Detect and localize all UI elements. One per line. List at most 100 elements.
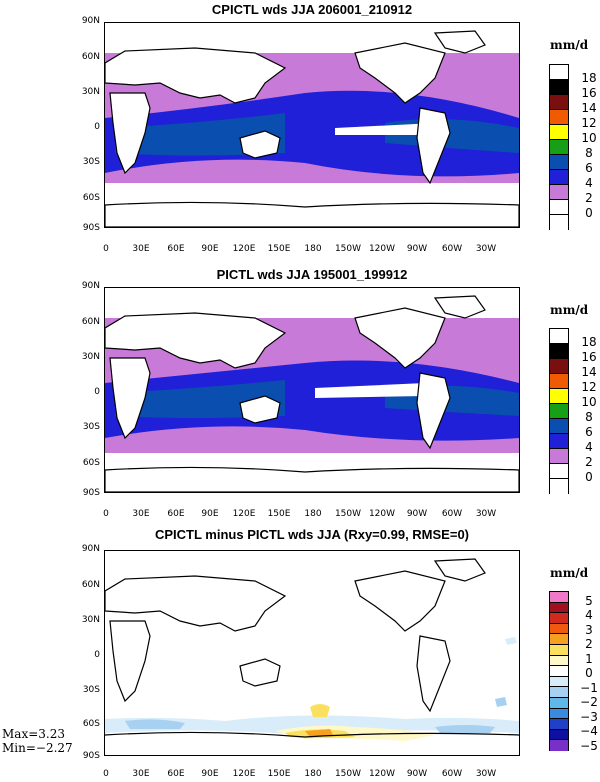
lon-label: 150W: [334, 509, 362, 519]
lat-label: 60N: [81, 52, 100, 62]
lat-label: 30S: [82, 685, 100, 695]
lon-label: 30W: [475, 509, 497, 519]
lat-label: 0: [94, 387, 100, 397]
lat-label: 30N: [81, 352, 100, 362]
lat-label: 90N: [81, 281, 100, 291]
panel3-map-svg: [105, 558, 519, 741]
panel3-units: mm/d: [550, 566, 589, 580]
panel3-level: −4: [580, 724, 598, 738]
lat-label: 90S: [82, 751, 100, 761]
panel1-map: [104, 22, 520, 228]
lon-label: 0: [103, 769, 109, 779]
panel1-map-svg: [105, 23, 519, 227]
lon-label: 0: [103, 509, 109, 519]
panel3-level: −2: [580, 695, 598, 709]
panel1-level: 6: [585, 161, 593, 175]
panel3-level: −3: [580, 710, 598, 724]
lat-label: 90S: [82, 488, 100, 498]
panel2-title: PICTL wds JJA 195001_199912: [216, 267, 408, 282]
panel2-level: 0: [585, 470, 593, 484]
panel3-title: CPICTL minus PICTL wds JJA (Rxy=0.99, RM…: [154, 527, 470, 542]
panel2-level: 4: [585, 440, 593, 454]
panel2-level: 2: [585, 455, 593, 469]
panel2-map-svg: [105, 288, 519, 492]
panel2-level: 18: [581, 335, 597, 349]
panel2-level: 14: [581, 365, 597, 379]
lat-label: 90N: [81, 16, 100, 26]
lon-label: 90W: [406, 769, 428, 779]
panel3-level: 1: [585, 652, 593, 666]
panel1-units: mm/d: [550, 38, 589, 52]
lon-label: 60E: [167, 769, 185, 779]
lon-label: 30E: [132, 769, 150, 779]
lon-label: 0: [103, 244, 109, 254]
lon-label: 30W: [475, 244, 497, 254]
lon-label: 90E: [201, 244, 219, 254]
lat-label: 90N: [81, 544, 100, 554]
panel1-level: 8: [585, 146, 593, 160]
lat-label: 30N: [81, 87, 100, 97]
panel3-map: [104, 550, 520, 756]
lon-label: 60W: [441, 244, 463, 254]
max-stat: Max=3.23: [2, 727, 65, 741]
panel3-level: 0: [585, 666, 593, 680]
lon-label: 30E: [132, 244, 150, 254]
lon-label: 150E: [267, 509, 291, 519]
lat-label: 60N: [81, 580, 100, 590]
lon-label: 120W: [368, 769, 396, 779]
lon-label: 120E: [232, 769, 256, 779]
panel1-level: 2: [585, 191, 593, 205]
lon-label: 30E: [132, 509, 150, 519]
lon-label: 150W: [334, 244, 362, 254]
panel2-units: mm/d: [550, 303, 589, 317]
lat-label: 60S: [82, 193, 100, 203]
panel1-level: 14: [581, 101, 597, 115]
lat-label: 0: [94, 650, 100, 660]
lon-label: 30W: [475, 769, 497, 779]
lat-label: 60S: [82, 458, 100, 468]
lon-label: 180: [304, 244, 322, 254]
panel3-level: −1: [580, 681, 598, 695]
lon-label: 180: [304, 509, 322, 519]
panel2-level: 6: [585, 425, 593, 439]
panel2-colorbar: [549, 328, 569, 494]
lat-label: 30N: [81, 615, 100, 625]
panel2-level: 12: [581, 380, 597, 394]
panel2-level: 8: [585, 410, 593, 424]
panel3-level: 2: [585, 637, 593, 651]
lon-label: 150W: [334, 769, 362, 779]
lon-label: 120W: [368, 244, 396, 254]
panel2-level: 10: [581, 395, 597, 409]
lat-label: 90S: [82, 223, 100, 233]
lon-label: 60W: [441, 509, 463, 519]
panel2-level: 16: [581, 350, 597, 364]
panel1-level: 12: [581, 116, 597, 130]
lon-label: 120E: [232, 244, 256, 254]
lon-label: 150E: [267, 244, 291, 254]
lat-label: 0: [94, 122, 100, 132]
panel1-level: 16: [581, 86, 597, 100]
panel1-colorbar: [549, 64, 569, 230]
panel1-level: 4: [585, 176, 593, 190]
panel3-level: 3: [585, 623, 593, 637]
lon-label: 60E: [167, 509, 185, 519]
panel2-map: [104, 287, 520, 493]
lon-label: 90E: [201, 509, 219, 519]
panel3-level: 5: [585, 594, 593, 608]
lon-label: 150E: [267, 769, 291, 779]
lon-label: 120E: [232, 509, 256, 519]
lat-label: 30S: [82, 157, 100, 167]
panel3-level: 4: [585, 608, 593, 622]
lon-label: 60W: [441, 769, 463, 779]
lon-label: 90W: [406, 509, 428, 519]
lon-label: 90W: [406, 244, 428, 254]
lat-label: 30S: [82, 422, 100, 432]
min-stat: Min=−2.27: [2, 741, 73, 755]
lat-label: 60N: [81, 317, 100, 327]
panel3-level: −5: [580, 739, 598, 753]
panel1-level: 10: [581, 131, 597, 145]
lon-label: 180: [304, 769, 322, 779]
lon-label: 90E: [201, 769, 219, 779]
panel1-level: 0: [585, 206, 593, 220]
panel3-colorbar: [549, 591, 569, 751]
